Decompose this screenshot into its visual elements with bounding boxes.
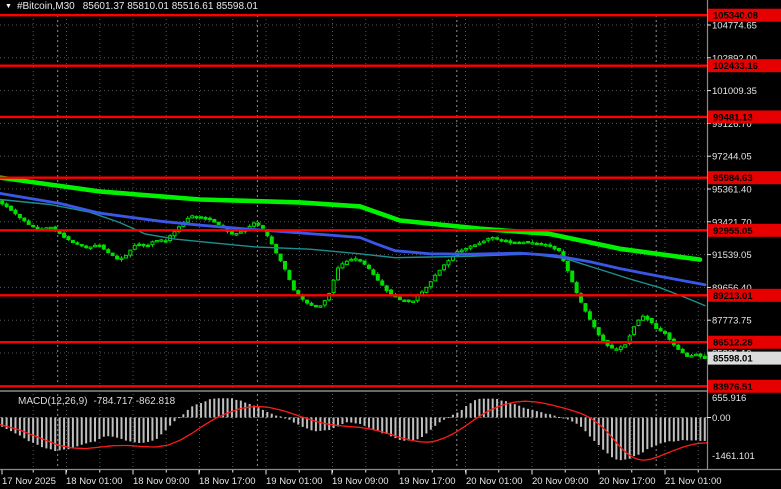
svg-text:91539.05: 91539.05 [712, 250, 752, 261]
svg-text:102892.00: 102892.00 [712, 53, 757, 64]
svg-text:101009.35: 101009.35 [712, 86, 757, 97]
level-price-labels: 105340.08 102433.16 99481.13 95984.63 92955.… [708, 8, 781, 393]
chart-title-bar: ▼ #Bitcoin,M30 85601.37 85810.01 85516.61 … [0, 0, 707, 13]
chart-ohlc-readout: 85601.37 85810.01 85516.61 85598.01 [82, 1, 258, 12]
svg-text:105340.08: 105340.08 [713, 11, 758, 22]
svg-text:19 Nov 09:00: 19 Nov 09:00 [332, 476, 389, 487]
price-axis: 104774.65 102892.00 101009.35 99126.70 97244… [707, 21, 757, 360]
ma-green-line [0, 175, 703, 262]
svg-text:18 Nov 01:00: 18 Nov 01:00 [66, 476, 123, 487]
svg-text:97244.05: 97244.05 [712, 152, 752, 163]
macd-indicator-label: MACD(12,26,9) -784.717 -862.818 [18, 396, 181, 407]
macd-axis: 655.916 0.00 -1461.101 [707, 393, 755, 462]
svg-text:655.916: 655.916 [712, 393, 746, 404]
svg-text:93421.70: 93421.70 [712, 217, 752, 228]
ma-blue-line [0, 191, 707, 287]
moving-average-lines [0, 175, 707, 307]
svg-text:95984.63: 95984.63 [713, 173, 753, 184]
panel-separators [0, 0, 781, 471]
svg-text:99126.70: 99126.70 [712, 119, 752, 130]
svg-text:18 Nov 17:00: 18 Nov 17:00 [199, 476, 256, 487]
macd-name: MACD(12,26,9) [18, 396, 88, 407]
svg-text:86512.28: 86512.28 [713, 338, 753, 349]
svg-text:19 Nov 01:00: 19 Nov 01:00 [266, 476, 323, 487]
support-resistance-lines [0, 13, 707, 388]
time-axis: 17 Nov 2025 18 Nov 01:00 18 Nov 09:00 18 No… [1, 470, 722, 487]
svg-text:92955.05: 92955.05 [713, 226, 753, 237]
svg-text:87773.75: 87773.75 [712, 316, 752, 327]
macd-histogram [1, 398, 706, 461]
svg-text:20 Nov 17:00: 20 Nov 17:00 [599, 476, 656, 487]
svg-text:102433.16: 102433.16 [713, 61, 758, 72]
svg-text:0.00: 0.00 [712, 413, 731, 424]
svg-text:104774.65: 104774.65 [712, 21, 757, 32]
current-price-label: 85598.01 [708, 351, 781, 365]
macd-values: -784.717 -862.818 [93, 396, 176, 407]
chart-symbol-timeframe: #Bitcoin,M30 [16, 1, 75, 12]
svg-text:89213.01: 89213.01 [713, 291, 753, 302]
candlesticks [0, 199, 707, 360]
svg-text:89656.40: 89656.40 [712, 283, 752, 294]
svg-text:99481.13: 99481.13 [713, 112, 753, 123]
svg-text:21 Nov 01:00: 21 Nov 01:00 [665, 476, 722, 487]
ma-teal-line [0, 198, 706, 307]
svg-text:85598.01: 85598.01 [713, 354, 753, 365]
symbol-dropdown-icon[interactable]: ▼ [5, 3, 12, 10]
svg-text:19 Nov 17:00: 19 Nov 17:00 [399, 476, 456, 487]
svg-text:17 Nov 2025: 17 Nov 2025 [2, 476, 56, 487]
svg-text:20 Nov 09:00: 20 Nov 09:00 [532, 476, 589, 487]
svg-text:20 Nov 01:00: 20 Nov 01:00 [466, 476, 523, 487]
svg-text:95361.40: 95361.40 [712, 185, 752, 196]
svg-text:-1461.101: -1461.101 [712, 451, 755, 462]
macd-signal-line [0, 400, 707, 461]
svg-text:18 Nov 09:00: 18 Nov 09:00 [133, 476, 190, 487]
svg-text:83976.51: 83976.51 [713, 382, 753, 393]
